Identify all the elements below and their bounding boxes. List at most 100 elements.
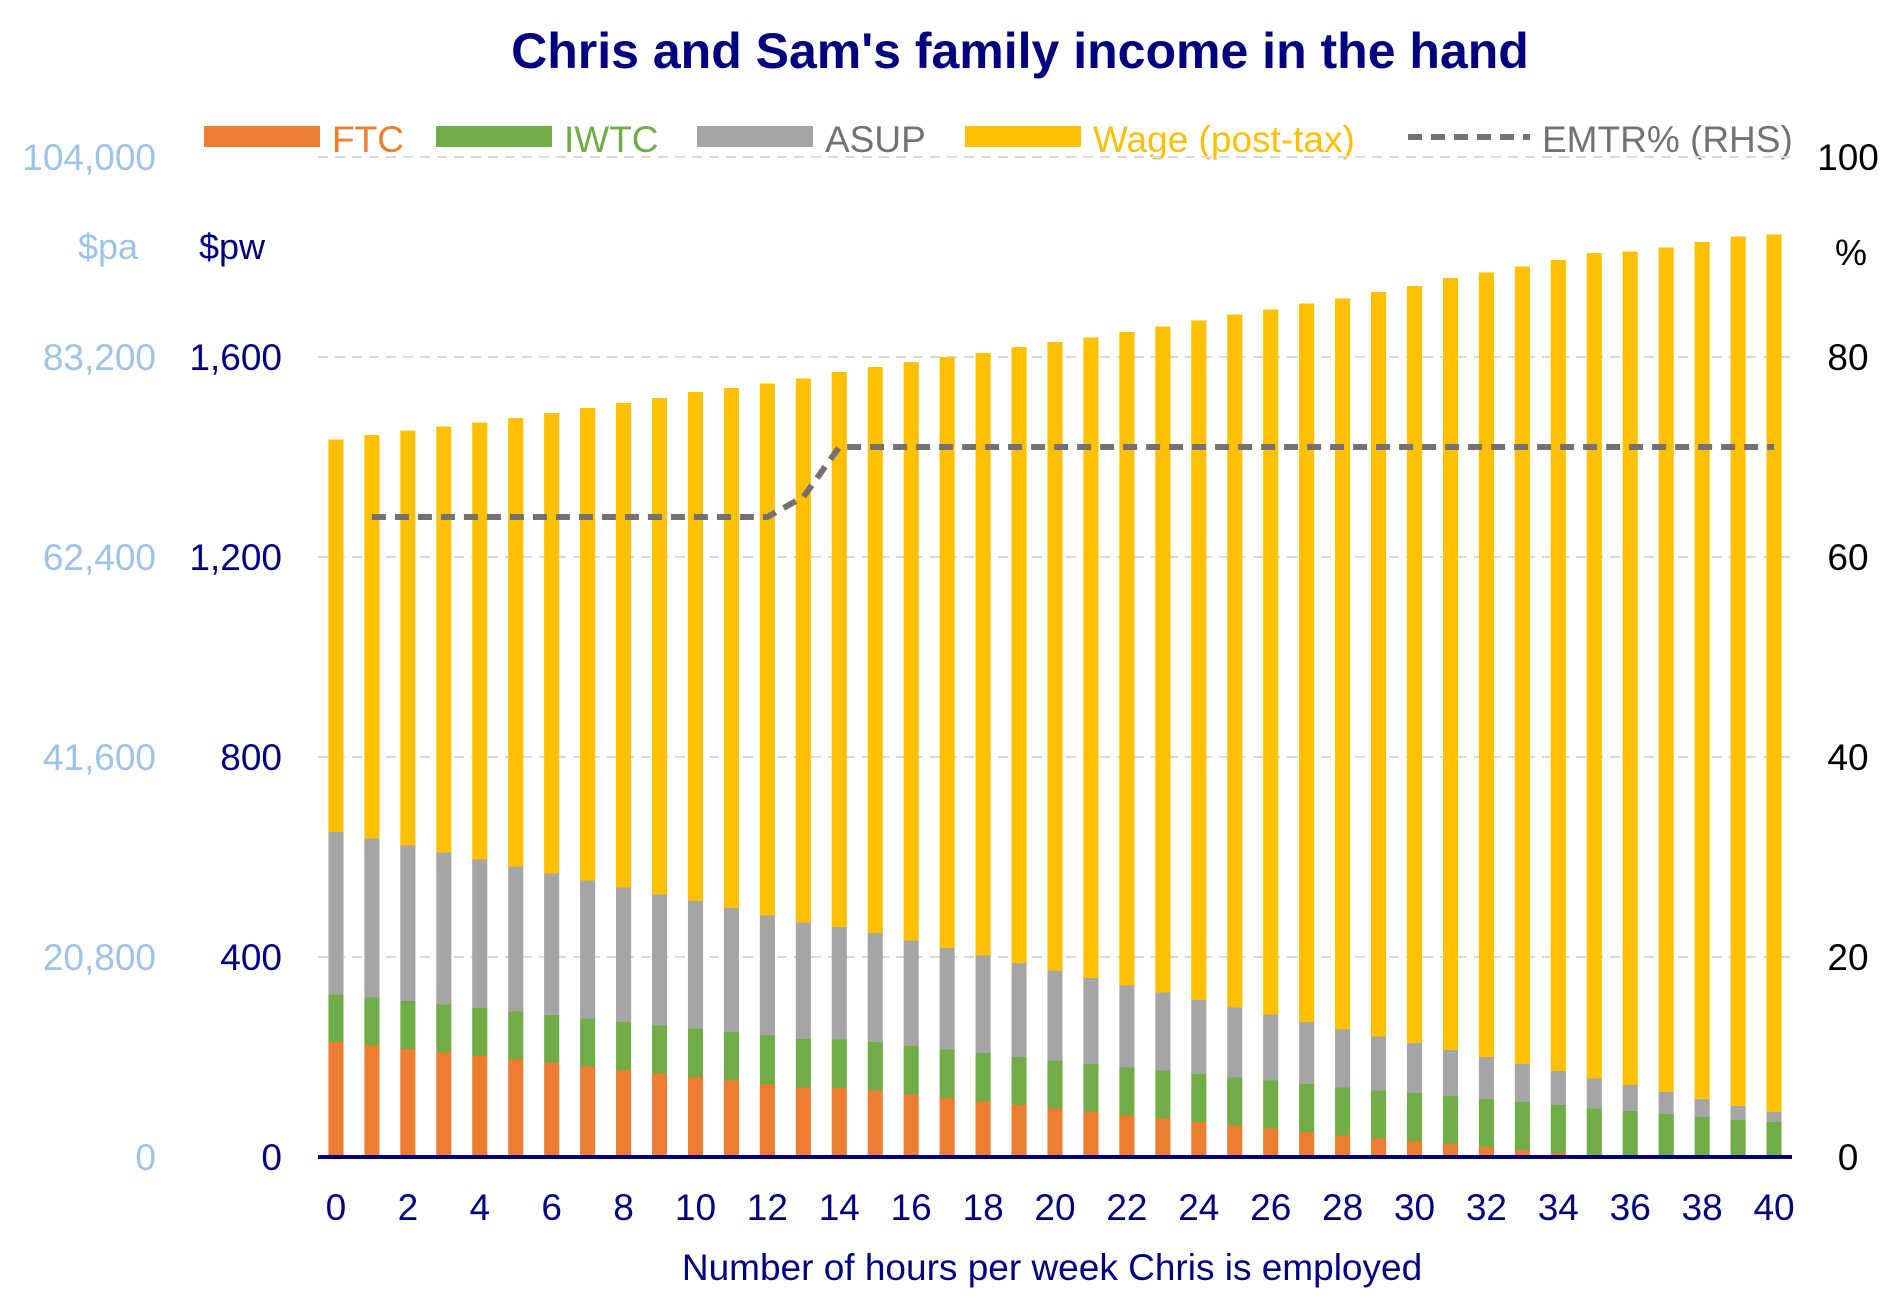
bar-iwtc (1586, 1108, 1602, 1157)
bar-ftc (687, 1077, 704, 1157)
bar-ftc (651, 1073, 668, 1157)
bar-asup (867, 933, 883, 1042)
bar-asup (1119, 985, 1135, 1068)
bar-asup (508, 866, 524, 1012)
bar-ftc (1011, 1105, 1027, 1157)
legend: FTC IWTC ASUP Wage (post-tax) EMTR% (RHS) (204, 119, 1793, 160)
bar-ftc (328, 1042, 344, 1157)
bar-asup (1191, 1000, 1207, 1074)
bar-iwtc (1514, 1102, 1530, 1150)
bar-ftc (795, 1087, 811, 1157)
bar-wage-post-tax (544, 413, 560, 874)
y-tick-label-pa: 83,200 (43, 337, 156, 378)
bar-iwtc (1227, 1077, 1243, 1126)
legend-item: FTC (204, 119, 404, 160)
bar-asup (1478, 1057, 1494, 1099)
bar-wage-post-tax (1263, 309, 1279, 1015)
bar-ftc (1227, 1125, 1243, 1157)
bar-iwtc (1191, 1074, 1207, 1122)
y2-tick-label: 20 (1827, 937, 1868, 978)
bar-ftc (1442, 1144, 1459, 1157)
bar-iwtc (1155, 1070, 1171, 1119)
bar-asup (1586, 1078, 1602, 1109)
bar-wage-post-tax (1335, 298, 1351, 1030)
bar-ftc (436, 1052, 452, 1157)
bar-ftc (400, 1049, 416, 1157)
bar-iwtc (831, 1039, 847, 1088)
bar-wage-post-tax (939, 357, 955, 948)
bar-ftc (903, 1094, 919, 1157)
bar-iwtc (1406, 1093, 1423, 1141)
bar-wage-post-tax (364, 435, 380, 839)
bar-wage-post-tax (1478, 272, 1494, 1057)
bar-iwtc (1478, 1099, 1494, 1147)
bar-iwtc (1658, 1114, 1674, 1157)
bar-asup (1658, 1092, 1674, 1114)
bar-asup (651, 894, 668, 1026)
bar-ftc (939, 1098, 955, 1157)
bar-asup (364, 838, 380, 998)
bar-wage-post-tax (1011, 347, 1027, 963)
bar-asup (1371, 1036, 1387, 1091)
y-tick-label-pw: 1,600 (189, 337, 282, 378)
bar-asup (1622, 1085, 1638, 1111)
bar-asup (1299, 1022, 1315, 1084)
bar-iwtc (1371, 1090, 1387, 1139)
y2-tick-label: 40 (1827, 737, 1868, 778)
y-axis-pw-ticks: 0 400 800 1,200 1,600 (189, 337, 282, 1178)
bar-asup (1155, 992, 1171, 1071)
bar-asup (616, 887, 632, 1022)
bar-asup (687, 901, 704, 1029)
bar-asup (831, 927, 847, 1040)
x-tick-label: 30 (1394, 1187, 1435, 1228)
bars (328, 234, 1782, 1157)
bar-wage-post-tax (975, 353, 991, 956)
bar-iwtc (759, 1035, 775, 1084)
x-tick-label: 34 (1538, 1187, 1579, 1228)
bar-wage-post-tax (1371, 292, 1387, 1037)
x-tick-label: 32 (1466, 1187, 1507, 1228)
bar-ftc (1155, 1118, 1171, 1157)
bar-asup (1550, 1071, 1566, 1105)
bar-iwtc (544, 1015, 560, 1063)
bar-iwtc (616, 1022, 632, 1070)
legend-label: IWTC (564, 119, 659, 160)
bar-ftc (1263, 1128, 1279, 1157)
y-tick-label-pw: 800 (220, 737, 282, 778)
bar-wage-post-tax (687, 392, 704, 901)
bar-ftc (1406, 1141, 1423, 1157)
bar-wage-post-tax (1083, 337, 1099, 978)
bar-wage-post-tax (1766, 234, 1782, 1112)
bar-iwtc (975, 1053, 991, 1102)
bar-wage-post-tax (508, 418, 524, 867)
y-tick-label-pa: 104,000 (22, 137, 156, 178)
bar-wage-post-tax (723, 388, 739, 908)
bar-wage-post-tax (867, 367, 883, 933)
bar-iwtc (795, 1039, 811, 1088)
bar-iwtc (687, 1028, 704, 1077)
bar-wage-post-tax (1658, 247, 1674, 1092)
bar-ftc (867, 1090, 883, 1157)
legend-label: ASUP (825, 119, 926, 160)
legend-swatch (436, 126, 552, 147)
bar-wage-post-tax (651, 398, 668, 895)
bar-ftc (364, 1045, 380, 1157)
bar-wage-post-tax (1191, 320, 1207, 1000)
x-tick-label: 6 (541, 1187, 562, 1228)
bar-asup (580, 880, 596, 1019)
bar-asup (939, 948, 955, 1050)
legend-item: Wage (post-tax) (965, 119, 1355, 160)
bar-asup (472, 859, 488, 1008)
y-axis-pw-unit: $pw (199, 226, 266, 267)
bar-iwtc (651, 1025, 668, 1074)
y2-tick-label: 0 (1838, 1137, 1859, 1178)
bar-iwtc (580, 1018, 596, 1067)
bar-asup (1694, 1099, 1710, 1117)
y-axis-pa-unit: $pa (78, 226, 139, 267)
bar-asup (1335, 1029, 1351, 1088)
x-tick-label: 0 (326, 1187, 347, 1228)
x-tick-label: 16 (891, 1187, 932, 1228)
bar-iwtc (1622, 1111, 1638, 1157)
bar-wage-post-tax (1514, 266, 1530, 1064)
